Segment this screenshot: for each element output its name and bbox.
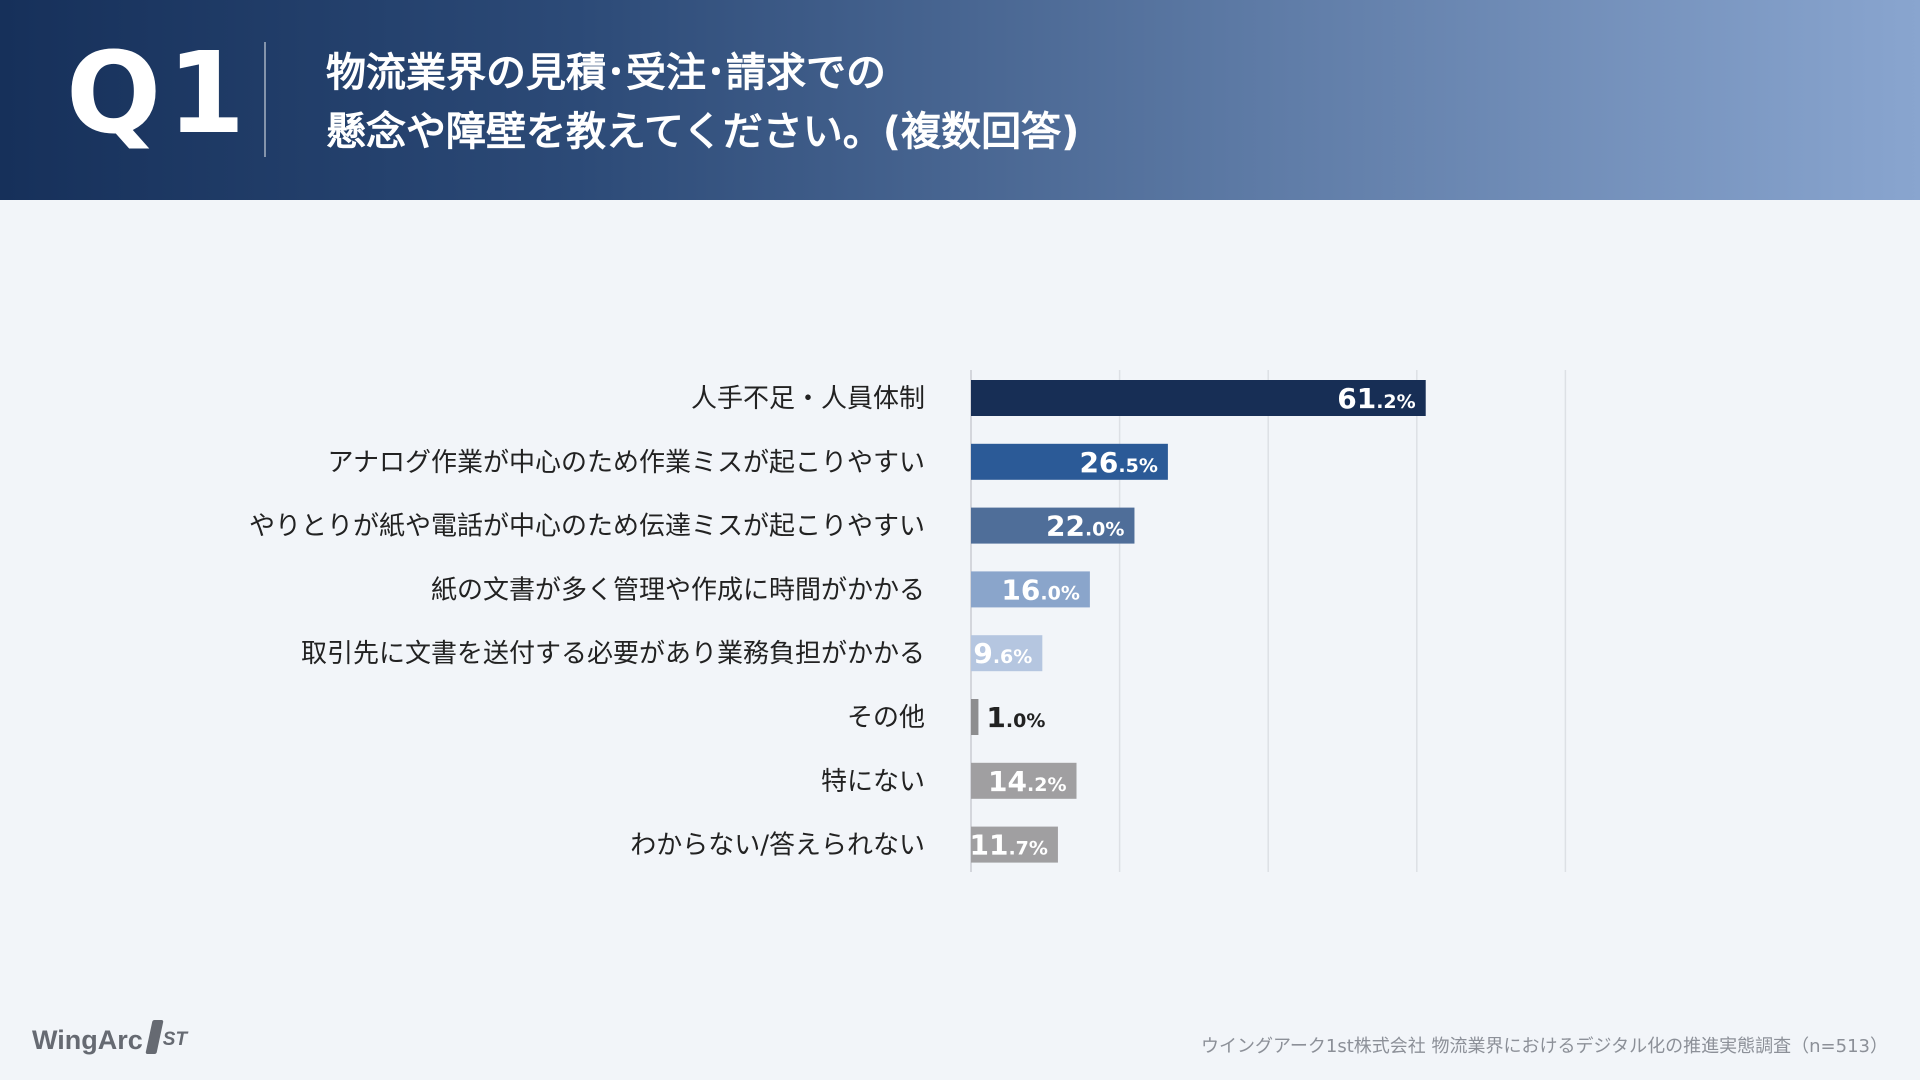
logo-text: WingArc — [32, 1024, 143, 1055]
bar — [971, 571, 1090, 608]
category-label: 取引先に文書を送付する必要があり業務負担がかかる — [301, 639, 925, 669]
category-label: 特にない — [821, 767, 925, 797]
header-banner: Q1 物流業界の見積･受注･請求での 懸念や障壁を教えてください。(複数回答) — [0, 0, 1920, 200]
data-label: 1.0% — [986, 701, 1045, 734]
bar — [971, 380, 1426, 416]
category-label: アナログ作業が中心のため作業ミスが起こりやすい — [328, 448, 925, 478]
data-label: 9.6% — [973, 637, 1032, 670]
category-label: やりとりが紙や電話が中心のため伝達ミスが起こりやすい — [249, 512, 925, 542]
data-label: 11.7% — [969, 829, 1047, 862]
bar — [971, 762, 1077, 799]
bar — [971, 507, 1135, 544]
category-label: 紙の文書が多く管理や作成に時間がかかる — [431, 575, 925, 605]
question-line-2: 懸念や障壁を教えてください。(複数回答) — [326, 109, 1080, 155]
data-label: 26.5% — [1079, 446, 1157, 479]
bar — [971, 443, 1168, 480]
question-number: Q1 — [66, 29, 252, 159]
category-label: わからない/答えられない — [630, 831, 925, 861]
source-note: ウイングアーク1st株式会社 物流業界におけるデジタル化の推進実態調査（n=51… — [1200, 1036, 1888, 1057]
bar — [971, 826, 1058, 863]
header-divider — [264, 42, 266, 157]
wingarc-logo: WingArc ST — [32, 1022, 187, 1058]
question-title: 物流業界の見積･受注･請求での 懸念や障壁を教えてください。(複数回答) — [326, 44, 1079, 162]
category-label: その他 — [847, 703, 925, 733]
data-label: 16.0% — [1001, 573, 1079, 606]
data-label: 22.0% — [1046, 510, 1124, 543]
data-label: 14.2% — [988, 765, 1066, 798]
bar — [971, 699, 979, 735]
logo-mark-icon: ST — [147, 1029, 187, 1051]
data-label: 61.2% — [1337, 382, 1415, 415]
category-label: 人手不足・人員体制 — [691, 384, 925, 414]
bar — [971, 635, 1043, 672]
question-line-1: 物流業界の見積･受注･請求での — [326, 50, 886, 96]
